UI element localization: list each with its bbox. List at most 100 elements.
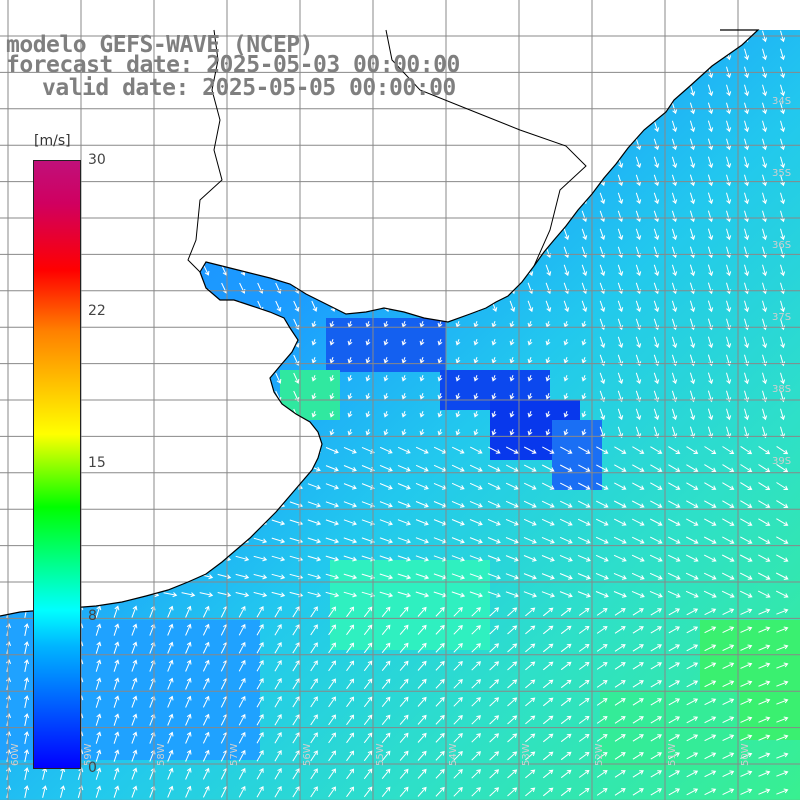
wind-arrow [471,661,481,671]
wind-arrow [596,626,608,634]
wind-arrow [542,769,554,779]
wind-arrow [95,785,102,798]
wind-arrow [707,408,714,421]
wind-arrow [453,733,463,743]
wind-arrow [740,626,753,633]
wind-arrow [577,573,591,580]
wind-arrow [596,770,608,778]
wind-arrow [310,696,318,708]
wind-arrow [131,605,138,618]
wind-arrow [271,591,286,598]
wind-arrow [455,393,461,400]
wind-arrow [758,445,771,455]
wind-arrow [596,662,608,670]
wind-arrow [419,429,425,436]
wind-arrow [383,339,389,346]
uruguay-river [187,29,223,273]
wind-arrow [667,554,681,562]
wind-arrow [635,372,642,385]
wind-arrow [707,138,714,151]
wind-arrow [632,680,644,688]
wind-arrow [758,554,771,562]
wind-arrow [397,483,411,490]
wind-arrow [271,537,286,544]
wind-arrow [758,662,771,669]
wind-arrow [487,446,501,454]
wind-arrow [489,661,500,671]
wind-arrow [399,624,409,635]
wind-arrow [235,592,250,598]
wind-arrow [417,660,427,671]
wind-arrow [722,482,735,490]
wind-arrow [113,767,120,780]
wind-arrow [776,463,789,473]
wind-arrow [689,210,696,223]
wind-arrow [614,626,626,634]
wind-arrow [726,156,732,169]
wind-arrow [199,592,214,598]
wind-arrow [399,750,409,761]
wind-arrow [379,446,393,454]
wind-arrow [202,695,210,708]
wind-arrow [453,697,463,707]
wind-arrow [740,770,753,777]
wind-arrow [343,501,357,508]
wind-arrow [762,300,768,313]
wind-arrow [560,607,572,617]
wind-arrow [563,264,570,277]
wind-arrow [671,300,678,313]
wind-arrow [595,482,609,490]
wind-arrow [578,661,590,670]
wind-arrow [707,264,714,277]
wind-arrow [525,625,536,635]
wind-arrow [671,264,678,277]
wind-arrow [379,555,394,562]
wind-arrow [649,554,663,562]
wind-arrow [635,192,642,205]
wind-arrow [740,734,753,741]
wind-arrow [617,264,624,277]
wind-arrow [256,677,264,690]
wind-arrow [325,519,339,526]
wind-arrow [758,536,771,544]
wind-arrow [60,785,66,798]
wind-arrow [505,591,519,598]
wind-arrow [614,698,626,706]
wind-arrow [185,713,192,726]
wind-arrow [167,659,174,672]
wind-arrow [401,393,407,400]
wind-arrow [167,713,174,726]
wind-arrow [668,626,681,634]
wind-arrow [776,554,789,562]
wind-arrow [525,661,536,671]
wind-arrow [363,606,373,618]
wind-arrow [780,174,786,187]
wind-arrow [668,734,681,742]
wind-arrow [686,644,699,652]
wind-arrow [256,731,264,744]
wind-arrow [722,788,735,796]
wind-arrow [686,680,699,688]
wind-arrow [347,393,353,400]
wind-arrow [617,426,624,439]
wind-arrow [435,678,445,689]
wind-arrow [346,786,355,798]
wind-arrow [617,336,624,349]
wind-arrow [113,749,120,762]
wind-arrow [560,751,572,761]
wind-arrow [455,429,461,436]
wind-arrow [167,731,174,744]
wind-arrow [704,752,717,760]
wind-arrow [704,626,717,634]
wind-arrow [471,625,481,635]
wind-arrow [329,357,335,364]
wind-arrow [703,554,717,562]
wind-arrow [577,482,591,490]
wind-arrow [632,608,644,616]
wind-arrow [581,300,588,313]
wind-arrow [780,300,786,313]
wind-arrow [451,537,465,544]
wind-arrow [635,300,642,313]
wind-arrow [722,446,735,454]
wind-arrow [762,102,768,115]
